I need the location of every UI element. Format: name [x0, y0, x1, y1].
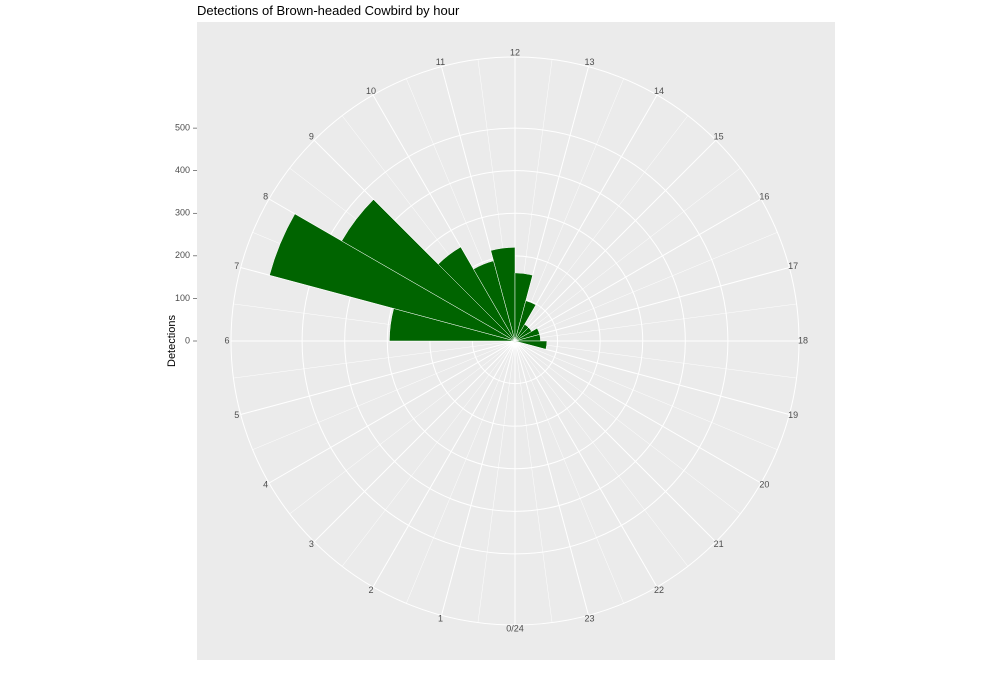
- hour-label: 4: [263, 479, 268, 489]
- spoke: [441, 340, 516, 616]
- spoke: [514, 340, 797, 379]
- spoke: [514, 303, 797, 342]
- spoke: [233, 340, 516, 379]
- hour-label: 3: [309, 539, 314, 549]
- bar: [514, 340, 548, 350]
- spoke: [268, 340, 516, 484]
- spoke: [514, 340, 658, 588]
- spoke: [514, 340, 589, 616]
- hour-label: 18: [798, 335, 808, 345]
- hour-label: 22: [654, 585, 664, 595]
- spoke: [514, 139, 717, 342]
- chart-title: Detections of Brown-headed Cowbird by ho…: [197, 3, 460, 18]
- bar: [437, 246, 516, 342]
- spoke: [252, 340, 516, 450]
- hour-label: 19: [788, 410, 798, 420]
- spoke: [514, 340, 778, 450]
- hour-label: 20: [759, 479, 769, 489]
- bar: [490, 247, 516, 342]
- y-tick-label: 200: [175, 250, 190, 260]
- hour-label: 21: [714, 539, 724, 549]
- spoke: [514, 78, 624, 342]
- spoke: [514, 340, 689, 567]
- spoke: [372, 340, 516, 588]
- spoke: [514, 198, 762, 342]
- spoke: [514, 340, 553, 623]
- spoke: [514, 115, 689, 342]
- hour-label: 5: [234, 410, 239, 420]
- hour-label: 12: [510, 47, 520, 57]
- hour-label: 14: [654, 86, 664, 96]
- hour-label: 0/24: [506, 623, 524, 633]
- spoke: [341, 340, 516, 567]
- hour-label: 23: [585, 614, 595, 624]
- spoke: [514, 167, 741, 342]
- hour-label: 6: [224, 335, 229, 345]
- hour-label: 15: [714, 132, 724, 142]
- hour-label: 17: [788, 261, 798, 271]
- spoke: [313, 340, 516, 543]
- spoke: [514, 232, 778, 342]
- y-tick-label: 400: [175, 165, 190, 175]
- hour-label: 1: [438, 614, 443, 624]
- y-axis-label: Detections: [166, 315, 178, 367]
- bar: [341, 199, 516, 342]
- spoke: [240, 340, 516, 415]
- spoke: [514, 94, 658, 342]
- spoke: [514, 340, 717, 543]
- y-tick-label: 300: [175, 208, 190, 218]
- grid-ring: [386, 212, 644, 470]
- spoke: [514, 340, 790, 415]
- grid-ring: [344, 170, 686, 512]
- spoke: [514, 267, 790, 342]
- spoke: [477, 340, 516, 623]
- hour-label: 10: [366, 86, 376, 96]
- hour-label: 11: [436, 57, 445, 67]
- hour-label: 2: [368, 585, 373, 595]
- spoke: [406, 340, 516, 604]
- outer-ring: [230, 56, 800, 626]
- hour-label: 9: [309, 132, 314, 142]
- y-tick-label: 100: [175, 293, 190, 303]
- hour-label: 13: [585, 57, 595, 67]
- spoke: [514, 340, 741, 515]
- y-tick-label: 0: [185, 335, 190, 345]
- spoke: [514, 340, 624, 604]
- bar: [269, 213, 516, 342]
- bar: [514, 300, 537, 342]
- y-tick-label: 500: [175, 122, 190, 132]
- grid-ring: [301, 127, 729, 555]
- spoke: [514, 340, 762, 484]
- hour-label: 8: [263, 191, 268, 201]
- spoke: [289, 340, 516, 515]
- hour-label: 7: [234, 261, 239, 271]
- hour-label: 16: [759, 191, 769, 201]
